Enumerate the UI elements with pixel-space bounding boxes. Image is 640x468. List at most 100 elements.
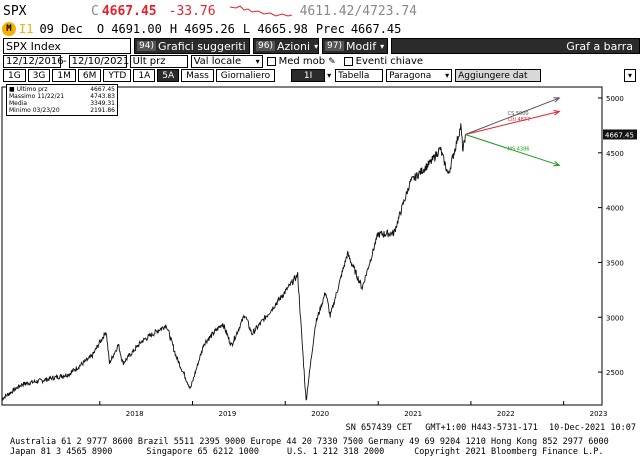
end-date-input[interactable]: 12/10/2021 bbox=[68, 55, 130, 68]
field-select[interactable]: Ult prz bbox=[129, 55, 188, 68]
period-button-1m[interactable]: 1M bbox=[52, 69, 76, 82]
x-tick-label: 2021 bbox=[404, 410, 422, 418]
currency-select[interactable]: Val locale ▾ bbox=[190, 55, 263, 68]
security-field[interactable]: SPX Index bbox=[3, 38, 131, 54]
x-tick-label: 2023 bbox=[590, 410, 608, 418]
add-data-label: Aggiungere dat bbox=[458, 70, 528, 81]
legend-label: Minimo 03/23/20 bbox=[9, 107, 60, 114]
end-date: 12/10/2021 bbox=[71, 56, 130, 67]
projection-line bbox=[465, 97, 560, 135]
price-chart-svg: 2500 3000 3500 4000 4500 5000 2018 2019 2020 2021… bbox=[1, 86, 637, 418]
chevron-down-icon[interactable]: ▾ bbox=[327, 71, 332, 80]
actions-button[interactable]: 96) Azioni ▾ bbox=[253, 38, 319, 54]
y-tick-label: 3000 bbox=[606, 314, 624, 322]
chart-marker: C bbox=[91, 3, 99, 19]
period-button-mass[interactable]: Mass bbox=[181, 69, 214, 82]
modify-button[interactable]: 97) Modif ▾ bbox=[322, 38, 388, 54]
bloomberg-badge-icon: M bbox=[2, 22, 16, 36]
projection-label: CS 5000 bbox=[508, 111, 529, 117]
prev-label: Prec bbox=[315, 22, 345, 36]
ticker: SPX bbox=[3, 3, 27, 19]
interval-button[interactable]: 1I bbox=[291, 69, 326, 82]
period-buttons: 1G 3G 1M 6M YTD 1A 5A Mass Giornaliero bbox=[3, 69, 277, 82]
legend-value: 2191.86 bbox=[90, 107, 115, 114]
legend-item: Massimo 11/22/21 4743.83 bbox=[9, 93, 115, 100]
start-date-input[interactable]: 12/12/2016 bbox=[3, 55, 64, 68]
y-tick-label: 2500 bbox=[606, 369, 624, 377]
x-tick-label: 2020 bbox=[311, 410, 329, 418]
med-mob-checkbox[interactable] bbox=[266, 57, 276, 66]
projection-line bbox=[465, 134, 560, 166]
chart-legend: ■ Ultimo prz 4667.45 Massimo 11/22/21 4743… bbox=[6, 84, 118, 116]
contact-us: U.S. 1 212 318 2000 bbox=[286, 447, 385, 457]
quote-detail: M I1 09 Dec O 4691.00 H 4695.26 L 4665.9… bbox=[0, 21, 640, 37]
legend-label: Massimo 11/22/21 bbox=[9, 93, 65, 100]
plot-frame bbox=[1, 86, 603, 406]
period-button-giornaliero[interactable]: Giornaliero bbox=[215, 69, 276, 82]
x-tick-label: 2022 bbox=[497, 410, 515, 418]
contact-line-2: Japan 81 3 4565 8900 Singapore 65 6212 1… bbox=[10, 447, 640, 457]
pencil-icon[interactable]: ✎ bbox=[328, 56, 336, 67]
price-change: -33.76 bbox=[168, 3, 216, 19]
y-tick-label: 3500 bbox=[606, 259, 624, 267]
quote-date: 09 Dec bbox=[39, 22, 83, 36]
projection-label: Citi 4877 bbox=[508, 117, 531, 123]
period-button-ytd[interactable]: YTD bbox=[103, 69, 132, 82]
dropdown-toggle[interactable]: ▾ bbox=[624, 69, 636, 82]
legend-value: 3349.31 bbox=[90, 100, 115, 107]
tabella-tab[interactable]: Tabella bbox=[335, 69, 384, 82]
paragona-tab[interactable]: Paragona ▾ bbox=[386, 69, 453, 82]
toolbar: SPX Index 94) Grafici suggeriti 96) Azio… bbox=[0, 38, 640, 54]
currency-label: Val locale bbox=[193, 56, 242, 67]
price-chart: 2500 3000 3500 4000 4500 5000 2018 2019 2020 2021… bbox=[0, 83, 640, 425]
chevron-down-icon: ▾ bbox=[255, 57, 260, 66]
projection-arrowhead bbox=[553, 110, 561, 116]
x-tick-label: 2019 bbox=[219, 410, 237, 418]
low-price: L 4665.98 bbox=[242, 22, 308, 36]
add-data-input[interactable]: Aggiungere dat bbox=[455, 69, 542, 82]
chart-type-title: Graf a barra bbox=[391, 38, 640, 54]
button-number: 97) bbox=[325, 41, 344, 51]
period-bar: 1G 3G 1M 6M YTD 1A 5A Mass Giornaliero 1I ▾ Tabe… bbox=[0, 69, 640, 82]
chevron-down-icon: ▾ bbox=[380, 41, 385, 51]
period-button-3g[interactable]: 3G bbox=[27, 69, 51, 82]
paragona-label: Paragona bbox=[389, 70, 432, 81]
button-number: 94) bbox=[137, 41, 156, 51]
button-number: 96) bbox=[256, 41, 275, 51]
legend-item: Minimo 03/23/20 2191.86 bbox=[9, 107, 115, 114]
period-button-1a[interactable]: 1A bbox=[133, 69, 156, 82]
legend-label: Media bbox=[9, 100, 28, 107]
contact-japan: Japan 81 3 4565 8900 bbox=[10, 447, 113, 457]
legend-item: Media 3349.31 bbox=[9, 100, 115, 107]
suggested-charts-button[interactable]: 94) Grafici suggeriti bbox=[134, 38, 250, 54]
contact-singapore: Singapore 65 6212 1000 bbox=[146, 447, 259, 457]
security-label: SPX Index bbox=[6, 39, 61, 53]
open-price: O 4691.00 bbox=[96, 22, 162, 36]
actions-label: Azioni bbox=[276, 39, 311, 53]
last-price-tag bbox=[603, 129, 637, 140]
y-tick-label: 4000 bbox=[606, 205, 624, 213]
date-separator: - bbox=[63, 56, 67, 67]
range-hint: 4611.42/4723.74 bbox=[299, 3, 417, 19]
sparkline-icon bbox=[229, 5, 292, 17]
period-button-1g[interactable]: 1G bbox=[3, 69, 26, 82]
legend-value: 4667.45 bbox=[90, 86, 115, 93]
y-tick-label: 5000 bbox=[606, 95, 624, 103]
session-id: SN 657439 CET bbox=[345, 423, 413, 433]
period-button-6m[interactable]: 6M bbox=[77, 69, 102, 82]
copyright: Copyright 2021 Bloomberg Finance L.P. bbox=[414, 447, 604, 457]
legend-label: ■ Ultimo prz bbox=[9, 86, 48, 93]
start-date: 12/12/2016 bbox=[6, 56, 64, 67]
last-price: 4667.45 bbox=[101, 3, 157, 19]
status-bar: SN 657439 CET GMT+1:00 H443-5731-171 10-… bbox=[0, 423, 640, 433]
prev-value: 4667.45 bbox=[350, 22, 402, 36]
legend-item: ■ Ultimo prz 4667.45 bbox=[9, 86, 115, 93]
chevron-down-icon: ▾ bbox=[445, 71, 450, 80]
chevron-down-icon: ▾ bbox=[627, 71, 632, 80]
line-badge: I1 bbox=[19, 22, 34, 36]
eventi-checkbox[interactable] bbox=[343, 57, 353, 66]
x-tick-label: 2018 bbox=[126, 410, 144, 418]
period-button-5a[interactable]: 5A bbox=[157, 69, 180, 82]
field-label: Ult prz bbox=[132, 56, 166, 67]
modify-label: Modif bbox=[345, 39, 377, 53]
